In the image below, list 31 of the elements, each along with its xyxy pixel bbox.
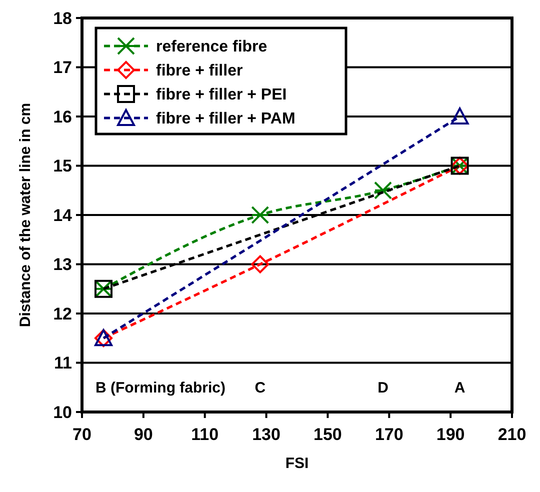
x-tick-label: 170 xyxy=(374,425,404,444)
annotation: A xyxy=(454,380,466,397)
annotation: C xyxy=(254,380,266,397)
legend-label: fibre + filler + PAM xyxy=(156,110,296,128)
y-tick-label: 11 xyxy=(54,354,72,373)
y-tick-label: 12 xyxy=(53,304,72,324)
point xyxy=(374,181,392,200)
x-tick-label: 190 xyxy=(436,425,465,444)
legend-label: reference fibre xyxy=(156,38,268,56)
x-tick-label: 150 xyxy=(314,425,342,444)
x-tick-label: 210 xyxy=(498,425,526,444)
point xyxy=(450,108,469,124)
point xyxy=(251,255,270,274)
x-tick-label: 90 xyxy=(134,425,153,444)
x-axis-title: FSI xyxy=(285,455,309,472)
y-tick-label: 17 xyxy=(53,58,72,78)
y-tick-label: 15 xyxy=(53,156,72,176)
annotation: B (Forming fabric) xyxy=(96,380,226,397)
x-tick-label: 110 xyxy=(191,425,219,444)
point xyxy=(251,206,270,224)
x-tick-label: 130 xyxy=(252,425,280,444)
annotation: D xyxy=(378,380,389,397)
legend-label: fibre + filler + PEI xyxy=(156,86,287,104)
legend-label: fibre + filler xyxy=(156,62,243,80)
y-tick-label: 10 xyxy=(53,402,72,422)
x-tick-label: 70 xyxy=(72,425,92,444)
y-tick-label: 14 xyxy=(53,206,73,225)
y-axis-title: Distance of the water line in cm xyxy=(17,102,34,328)
y-tick-label: 18 xyxy=(53,8,72,28)
y-tick-label: 16 xyxy=(53,107,72,126)
y-tick-label: 13 xyxy=(53,255,72,274)
